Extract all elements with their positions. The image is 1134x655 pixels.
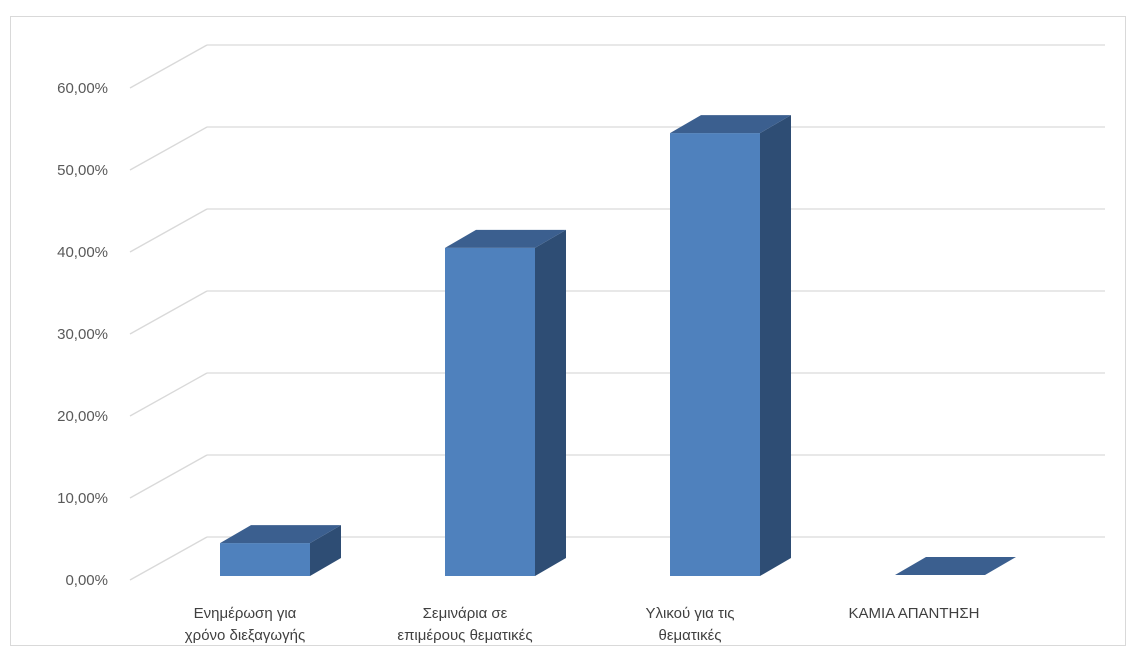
x-category-label: Υλικού για τις θεματικές: [645, 605, 734, 644]
y-tick-label: 20,00%: [57, 408, 108, 425]
gridline: [129, 536, 1105, 581]
y-tick-label: 30,00%: [57, 326, 108, 343]
gridline: [129, 290, 1105, 335]
x-category-label: Σεμινάρια σε επιμέρους θεματικές: [397, 605, 532, 644]
gridlines: [129, 44, 1105, 581]
y-tick-label: 40,00%: [57, 244, 108, 261]
y-axis-ticks: 0,00% 10,00% 20,00% 30,00% 40,00% 50,00% 60,00…: [57, 80, 108, 589]
bar: [445, 229, 566, 576]
bar: [220, 525, 341, 576]
bar-top: [220, 525, 341, 544]
bar-front: [445, 247, 535, 576]
y-tick-label: 0,00%: [65, 572, 108, 589]
bars: [220, 115, 1016, 576]
bar: [670, 115, 791, 576]
gridline: [129, 372, 1105, 417]
y-tick-label: 50,00%: [57, 162, 108, 179]
bar-top: [445, 229, 566, 248]
bar-top: [670, 115, 791, 134]
gridline: [129, 208, 1105, 253]
gridline: [129, 454, 1105, 499]
x-axis-labels: Ενημέρωση για χρόνο διεξαγωγής Σεμινάρια σ…: [185, 605, 980, 644]
bar-side: [310, 525, 341, 576]
bar-front: [220, 543, 310, 576]
bar-side: [535, 229, 566, 576]
bar-side: [760, 115, 791, 576]
bar-front: [670, 133, 760, 576]
gridline: [129, 126, 1105, 171]
bar: [895, 557, 1016, 575]
x-category-label: ΚΑΜΙΑ ΑΠΑΝΤΗΣΗ: [849, 605, 980, 622]
chart-frame: [10, 16, 1126, 646]
bar-top: [895, 557, 1016, 575]
y-tick-label: 10,00%: [57, 490, 108, 507]
x-category-label: Ενημέρωση για χρόνο διεξαγωγής: [185, 605, 305, 644]
gridline: [129, 44, 1105, 89]
y-tick-label: 60,00%: [57, 80, 108, 97]
